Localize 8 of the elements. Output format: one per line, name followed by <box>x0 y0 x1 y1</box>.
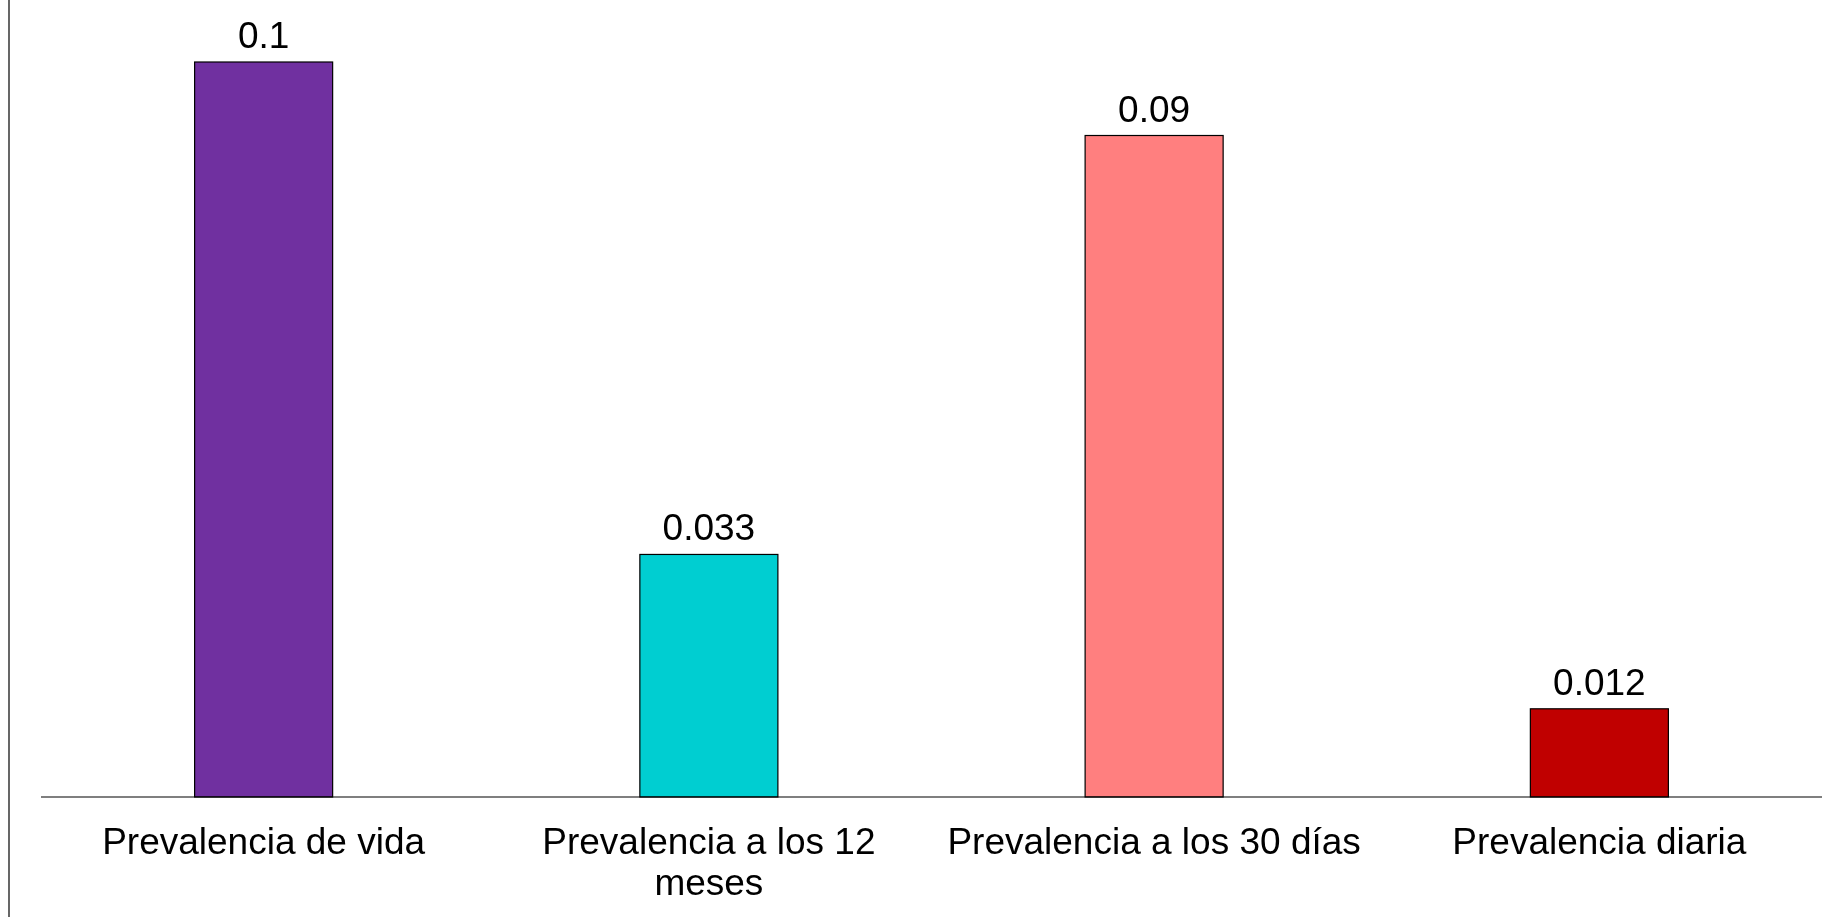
x-tick-label: Prevalencia a los 30 días <box>947 821 1361 862</box>
data-label: 0.033 <box>662 507 756 549</box>
x-tick-label: Prevalencia diaria <box>1452 821 1747 862</box>
x-tick-label: Prevalencia de vida <box>102 821 426 862</box>
data-label: 0.09 <box>1118 88 1191 130</box>
x-tick-label: Prevalencia a los 12 meses <box>542 821 876 903</box>
data-label: 0.012 <box>1553 661 1646 703</box>
data-label: 0.1 <box>237 15 290 56</box>
